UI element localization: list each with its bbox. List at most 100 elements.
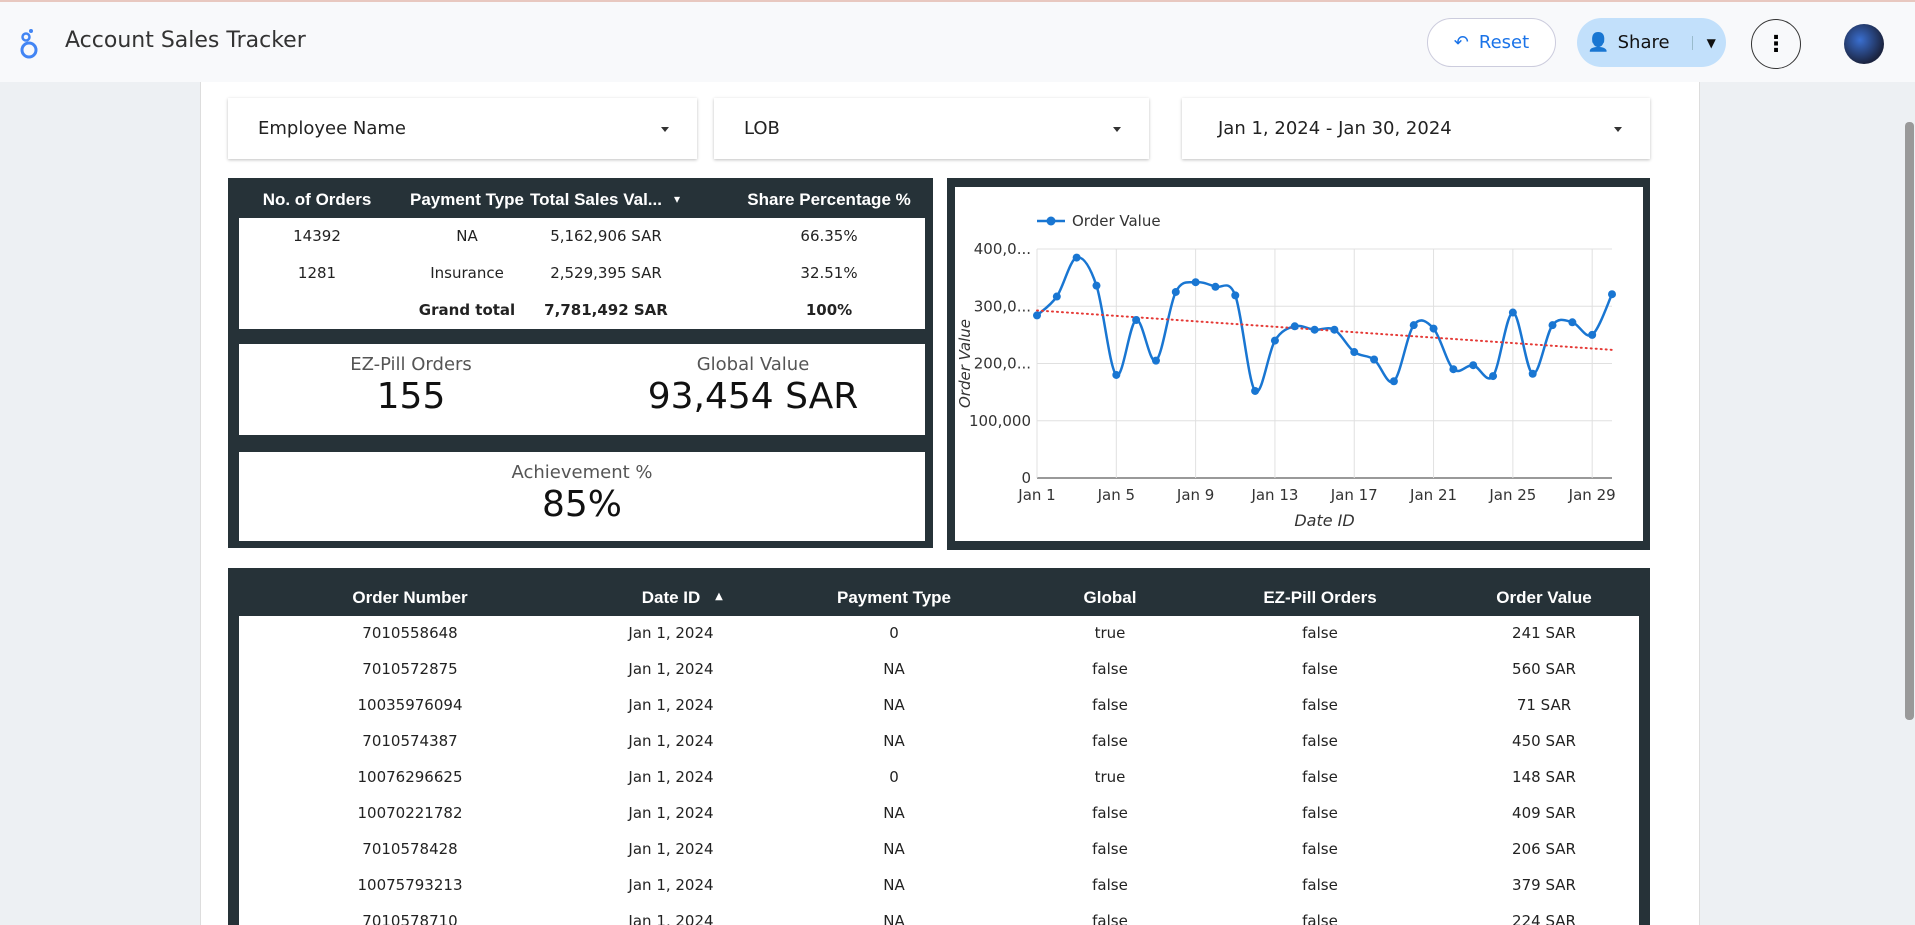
table-cell: NA xyxy=(883,660,905,678)
table-cell: false xyxy=(1302,912,1338,925)
table-cell: 71 SAR xyxy=(1516,696,1572,714)
table-cell: false xyxy=(1302,624,1338,642)
table-cell: NA xyxy=(883,912,905,925)
filter-label[interactable]: Employee Name xyxy=(258,118,406,139)
reset-label[interactable]: Reset xyxy=(1478,32,1530,53)
scorecard-label: Global Value xyxy=(696,354,810,375)
table-cell: 10075793213 xyxy=(357,876,463,894)
table-cell: 7010578710 xyxy=(362,912,458,925)
achievement-card: Achievement % 85% xyxy=(239,452,925,541)
data-point xyxy=(1112,370,1121,379)
total-cell: 100% xyxy=(805,301,853,319)
table-cell: Jan 1, 2024 xyxy=(628,660,714,678)
x-axis-label: Date ID xyxy=(1294,511,1354,530)
table-cell: Jan 1, 2024 xyxy=(628,732,714,750)
share-button[interactable]: 👤 Share ▼ xyxy=(1577,18,1726,67)
data-point xyxy=(1389,377,1398,386)
table-cell: 1281 xyxy=(297,264,337,282)
table-cell: false xyxy=(1092,876,1128,894)
filter-lob[interactable]: LOB xyxy=(714,98,1149,159)
data-point xyxy=(1568,318,1577,327)
table-cell: false xyxy=(1302,732,1338,750)
table-cell: false xyxy=(1302,660,1338,678)
share-label[interactable]: Share xyxy=(1617,32,1670,53)
table-cell: true xyxy=(1094,624,1126,642)
scorecard-label: EZ-Pill Orders xyxy=(350,354,472,375)
data-point xyxy=(1409,321,1418,330)
table-cell: 7010558648 xyxy=(362,624,458,642)
table-cell: false xyxy=(1092,732,1128,750)
sort-icon: ▲ xyxy=(715,591,723,602)
table-row: 14392 NA 5,162,906 SAR 66.35% xyxy=(239,218,925,256)
table-row: 10075793213 Jan 1, 2024 NA false false 379 SA… xyxy=(239,868,1639,905)
table-cell: 7010574387 xyxy=(362,732,458,750)
column-header: Date ID xyxy=(641,588,701,607)
table-row: 10035976094 Jan 1, 2024 NA false false 71 SAR xyxy=(239,688,1639,725)
table-cell: Jan 1, 2024 xyxy=(628,696,714,714)
data-point xyxy=(1231,291,1240,300)
filter-label[interactable]: Jan 1, 2024 - Jan 30, 2024 xyxy=(1218,118,1452,139)
table-row: 10076296625 Jan 1, 2024 0 true false 148 SAR xyxy=(239,760,1639,797)
table-cell: Jan 1, 2024 xyxy=(628,624,714,642)
table-cell: 7010572875 xyxy=(362,660,458,678)
summary-table: No. of Orders Payment Type Total Sales Val… xyxy=(239,178,925,330)
data-point xyxy=(1330,325,1339,334)
reset-button[interactable]: ↶ Reset xyxy=(1427,18,1556,67)
data-point xyxy=(1033,311,1041,320)
column-header: Order Value xyxy=(1496,588,1592,607)
data-point xyxy=(1429,324,1438,333)
data-point xyxy=(1191,278,1200,287)
data-point xyxy=(1449,365,1458,374)
table-row: 10070221782 Jan 1, 2024 NA false false 409 SA… xyxy=(239,796,1639,833)
x-tick-label: Jan 29 xyxy=(1568,486,1616,504)
table-cell: 148 SAR xyxy=(1512,768,1576,786)
x-tick-label: Jan 21 xyxy=(1409,486,1457,504)
scrollbar[interactable] xyxy=(1905,122,1914,720)
table-cell: 206 SAR xyxy=(1512,840,1576,858)
scorecard-label: Achievement % xyxy=(511,462,653,483)
data-point xyxy=(1092,281,1101,290)
avatar[interactable] xyxy=(1844,24,1884,64)
data-point xyxy=(1132,315,1141,324)
table-cell: 66.35% xyxy=(800,227,858,245)
chart-panel: 0 100,000 200,0... 300,0... 400,0... Jan 1 Jan… xyxy=(947,178,1650,550)
table-cell: true xyxy=(1094,768,1126,786)
sort-icon[interactable]: ▾ xyxy=(674,192,681,206)
table-cell: 224 SAR xyxy=(1512,912,1576,925)
table-cell: 10035976094 xyxy=(357,696,463,714)
data-point xyxy=(1548,321,1557,330)
data-point xyxy=(1370,355,1379,364)
y-tick-label: 100,000 xyxy=(969,412,1031,430)
data-point xyxy=(1469,361,1478,370)
legend-label: Order Value xyxy=(1072,212,1161,230)
scorecards: EZ-Pill Orders 155 Global Value 93,454 S… xyxy=(239,344,925,435)
table-cell: NA xyxy=(456,227,478,245)
filter-employee[interactable]: Employee Name xyxy=(228,98,697,159)
table-row: 7010578710 Jan 1, 2024 NA false false 224 SAR xyxy=(239,904,1639,925)
table-cell: Insurance xyxy=(430,264,504,282)
table-cell: NA xyxy=(883,732,905,750)
table-row: 1281 Insurance 2,529,395 SAR 32.51% xyxy=(239,255,925,293)
table-row: 7010578428 Jan 1, 2024 NA false false 206 SAR xyxy=(239,832,1639,869)
column-header: Payment Type xyxy=(836,588,952,607)
filter-label[interactable]: LOB xyxy=(744,118,780,139)
x-tick-label: Jan 1 xyxy=(1017,486,1055,504)
column-header: Payment Type xyxy=(409,190,525,209)
table-row: 7010572875 Jan 1, 2024 NA false false 560 SAR xyxy=(239,652,1639,689)
table-cell: 0 xyxy=(889,624,899,642)
scorecard-value: 155 xyxy=(376,376,446,417)
total-cell: Grand total xyxy=(418,301,516,319)
table-cell: NA xyxy=(883,804,905,822)
data-point xyxy=(1171,287,1180,296)
table-cell: false xyxy=(1302,768,1338,786)
filter-date[interactable]: Jan 1, 2024 - Jan 30, 2024 xyxy=(1182,98,1650,159)
summary-panel: No. of Orders Payment Type Total Sales Val… xyxy=(228,178,933,548)
total-row: Grand total 7,781,492 SAR 100% xyxy=(239,292,925,329)
data-point xyxy=(1270,336,1279,345)
x-tick-label: Jan 9 xyxy=(1176,486,1214,504)
legend-dot xyxy=(1046,216,1056,226)
more-button[interactable]: ⋮ xyxy=(1751,19,1801,69)
x-tick-label: Jan 25 xyxy=(1488,486,1536,504)
column-header: EZ-Pill Orders xyxy=(1263,588,1377,607)
scorecard-value: 85% xyxy=(541,484,623,525)
